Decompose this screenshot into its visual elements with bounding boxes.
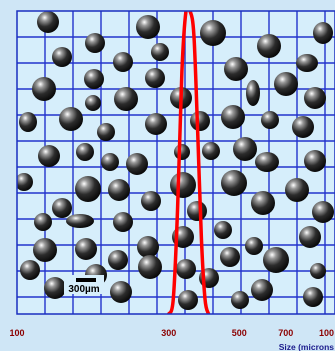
microsphere [145,113,167,135]
microsphere [312,201,334,223]
microsphere [101,153,119,171]
microsphere [114,87,138,111]
microsphere [221,105,245,129]
x-tick-label: 100 [9,328,24,338]
microsphere [97,123,115,141]
microsphere [59,107,83,131]
microsphere [76,143,94,161]
microsphere [137,236,159,258]
microsphere [52,47,72,67]
scale-bar-line [76,278,96,282]
microsphere [75,238,97,260]
microsphere [84,69,104,89]
microsphere [274,72,298,96]
microsphere [310,263,326,279]
microsphere [174,144,190,160]
microsphere [85,95,101,111]
microsphere [34,213,52,231]
microsphere [141,191,161,211]
microsphere [255,152,279,172]
microsphere [187,201,207,221]
microsphere [304,150,326,172]
microsphere [224,57,248,81]
microsphere [145,68,165,88]
microsphere [233,137,257,161]
microsphere [66,214,94,228]
microsphere [108,179,130,201]
microsphere [17,173,33,191]
microsphere [246,80,260,106]
microsphere [108,250,128,270]
microsphere [285,178,309,202]
microsphere [37,11,59,33]
microsphere [214,221,232,239]
microsphere [202,142,220,160]
microsphere [313,22,333,44]
plot-frame [16,10,335,315]
microsphere [19,112,37,132]
microsphere [200,20,226,46]
scale-bar-label: 300µm [68,284,99,295]
microsphere [126,153,148,175]
microsphere [221,170,247,196]
distribution-curve [167,11,211,314]
microsphere [32,77,56,101]
microsphere [52,198,72,218]
microsphere [113,52,133,72]
microsphere [251,279,273,301]
microsphere [33,238,57,262]
microsphere [231,291,249,309]
microsphere [44,277,66,299]
scale-bar: 300µm [64,275,104,295]
microsphere [220,247,240,267]
microsphere [303,287,323,307]
microsphere [299,226,321,248]
x-axis-ticks: 100 300 500 700 100 [9,328,334,338]
microsphere [170,172,196,198]
size-distribution-plot [167,11,211,314]
microsphere [110,281,132,303]
microsphere [20,260,40,280]
microsphere [138,255,162,279]
microsphere-photo [17,11,334,310]
microsphere [251,191,275,215]
microsphere [151,43,169,61]
microsphere [292,116,314,138]
x-tick-label: 500 [232,328,247,338]
x-tick-label: 700 [278,328,293,338]
microsphere [296,54,318,72]
microsphere [245,237,263,255]
microsphere [136,15,160,39]
microsphere [176,259,196,279]
x-axis-label: Size (microns [279,342,335,351]
x-tick-label: 100 [319,328,334,338]
x-tick-label: 300 [161,328,176,338]
microsphere [38,145,60,167]
microsphere [75,176,101,202]
microsphere [257,34,281,58]
microsphere [263,247,289,273]
microsphere [85,33,105,53]
microsphere [304,87,326,109]
microsphere [178,290,198,310]
microsphere [261,111,279,129]
microsphere [190,111,210,131]
microsphere [113,212,133,232]
